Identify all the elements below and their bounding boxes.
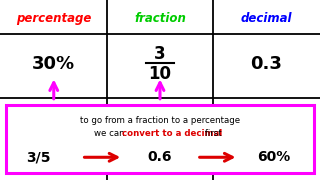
Text: to go from a fraction to a percentage: to go from a fraction to a percentage [80, 116, 240, 125]
Text: convert to a decimal: convert to a decimal [122, 129, 222, 138]
Text: first: first [202, 129, 222, 138]
Text: 10: 10 [148, 65, 172, 83]
FancyBboxPatch shape [6, 105, 314, 173]
Text: we can: we can [94, 129, 127, 138]
Text: 3/5: 3/5 [26, 150, 51, 164]
Text: percentage: percentage [16, 12, 92, 25]
Text: fraction: fraction [134, 12, 186, 25]
Text: 0.6: 0.6 [148, 150, 172, 164]
FancyBboxPatch shape [10, 127, 310, 141]
Text: decimal: decimal [241, 12, 292, 25]
Text: 0.3: 0.3 [250, 55, 282, 73]
Text: 30%: 30% [32, 55, 75, 73]
Text: 3: 3 [154, 45, 166, 63]
Text: 60%: 60% [257, 150, 290, 164]
Text: we can convert to a decimal first: we can convert to a decimal first [89, 129, 231, 138]
